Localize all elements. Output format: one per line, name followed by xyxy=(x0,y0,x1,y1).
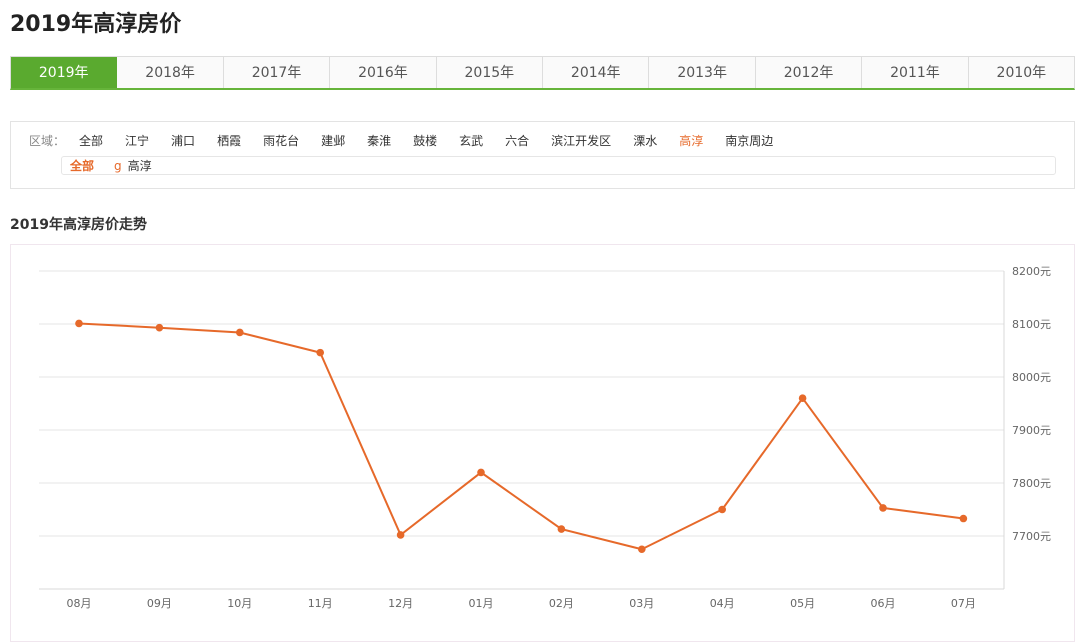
y-tick-label: 7700元 xyxy=(1012,530,1051,543)
sub-region-item-gaochun[interactable]: 高淳 xyxy=(127,159,152,173)
region-item-qixia[interactable]: 栖霞 xyxy=(217,134,242,148)
data-point xyxy=(879,504,887,512)
region-item-jianye[interactable]: 建邺 xyxy=(321,134,346,148)
x-tick-label: 01月 xyxy=(469,597,494,610)
region-item-lishui[interactable]: 溧水 xyxy=(633,134,658,148)
y-tick-label: 8200元 xyxy=(1012,265,1051,278)
data-point xyxy=(959,514,968,523)
data-point xyxy=(798,394,807,402)
data-point xyxy=(155,323,164,332)
x-tick-label: 04月 xyxy=(710,597,735,610)
region-item-pukou[interactable]: 浦口 xyxy=(171,134,196,148)
data-point xyxy=(236,328,244,337)
region-item-qinhuai[interactable]: 秦淮 xyxy=(367,134,392,148)
region-item-binjiang[interactable]: 滨江开发区 xyxy=(551,134,612,148)
year-tabs: 2019年 2018年 2017年 2016年 2015年 2014年 2013… xyxy=(10,56,1075,90)
region-item-xuanwu[interactable]: 玄武 xyxy=(459,134,484,148)
tab-2011[interactable]: 2011年 xyxy=(862,57,969,88)
region-item-gulou[interactable]: 鼓楼 xyxy=(413,134,438,148)
x-tick-label: 06月 xyxy=(871,597,896,610)
sub-region-all[interactable]: 全部 xyxy=(70,159,95,173)
data-point xyxy=(718,505,726,514)
tab-2018[interactable]: 2018年 xyxy=(117,57,224,88)
region-item-all[interactable]: 全部 xyxy=(79,134,104,148)
y-tick-label: 7900元 xyxy=(1012,424,1051,437)
y-tick-label: 7800元 xyxy=(1012,477,1051,490)
region-filter-panel: 区域： 全部 江宁 浦口 栖霞 雨花台 建邺 秦淮 鼓楼 玄武 六合 滨江开发区… xyxy=(10,121,1075,189)
tab-2017[interactable]: 2017年 xyxy=(223,57,331,88)
page-title: 2019年高淳房价 xyxy=(10,12,182,37)
tab-2014[interactable]: 2014年 xyxy=(543,57,650,88)
y-tick-label: 8000元 xyxy=(1012,371,1051,384)
chart-svg: 8200元 8100元 8000元 7900元 7800元 7700元 08月 09月 10月 1… xyxy=(39,265,1051,610)
x-tick-label: 07月 xyxy=(951,597,976,610)
y-tick-label: 8100元 xyxy=(1012,318,1051,331)
x-tick-label: 10月 xyxy=(227,597,252,610)
x-tick-label: 08月 xyxy=(67,597,92,610)
sub-region-marker: g xyxy=(114,158,122,173)
x-tick-label: 12月 xyxy=(388,597,413,610)
price-trend-chart: 8200元 8100元 8000元 7900元 7800元 7700元 08月 09月 10月 1… xyxy=(10,244,1075,642)
data-point xyxy=(638,545,646,554)
region-item-yuhuatai[interactable]: 雨花台 xyxy=(263,134,300,148)
tab-2019[interactable]: 2019年 xyxy=(11,57,118,88)
x-tick-label: 11月 xyxy=(308,597,333,610)
x-tick-label: 05月 xyxy=(790,597,815,610)
data-point xyxy=(316,348,325,357)
region-item-gaochun[interactable]: 高淳 xyxy=(679,134,704,148)
x-tick-label: 02月 xyxy=(549,597,574,610)
region-row: 区域： 全部 江宁 浦口 栖霞 雨花台 建邺 秦淮 鼓楼 玄武 六合 滨江开发区… xyxy=(29,132,795,149)
tab-2015[interactable]: 2015年 xyxy=(436,57,544,88)
data-point xyxy=(477,468,485,477)
x-tick-label: 03月 xyxy=(629,597,654,610)
region-label: 区域： xyxy=(29,134,66,148)
data-point xyxy=(557,525,566,533)
region-item-nanjing-surrounding[interactable]: 南京周边 xyxy=(725,134,774,148)
series-line xyxy=(78,322,964,551)
region-item-jiangning[interactable]: 江宁 xyxy=(125,134,150,148)
tab-2013[interactable]: 2013年 xyxy=(649,57,756,88)
tab-2012[interactable]: 2012年 xyxy=(755,57,863,88)
data-point xyxy=(396,531,405,539)
data-point xyxy=(75,319,83,328)
x-tick-label: 09月 xyxy=(147,597,172,610)
chart-title: 2019年高淳房价走势 xyxy=(10,217,147,233)
tab-2016[interactable]: 2016年 xyxy=(330,57,437,88)
sub-region-row: 全部 g 高淳 xyxy=(61,156,1056,175)
region-item-liuhe[interactable]: 六合 xyxy=(505,134,530,148)
tab-2010[interactable]: 2010年 xyxy=(968,57,1075,88)
